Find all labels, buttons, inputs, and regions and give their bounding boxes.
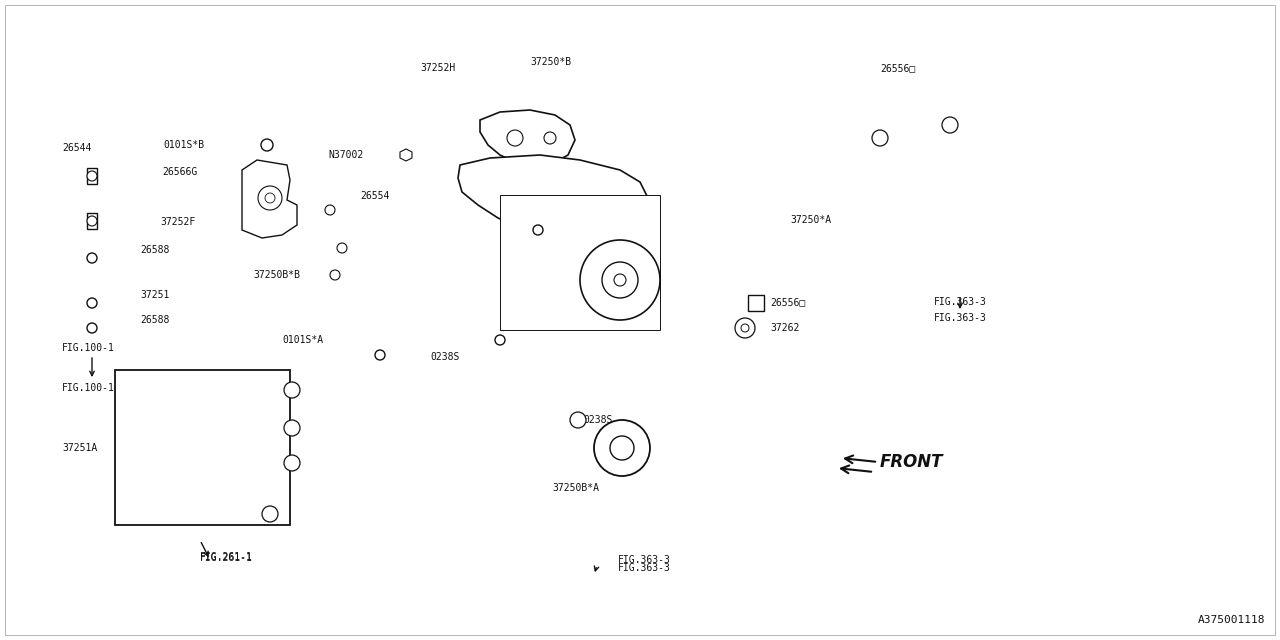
Circle shape	[872, 130, 888, 146]
Circle shape	[580, 240, 660, 320]
Circle shape	[330, 270, 340, 280]
Text: 0238S: 0238S	[538, 225, 567, 235]
Text: 37260: 37260	[620, 445, 649, 455]
Circle shape	[87, 253, 97, 263]
Bar	[87, 213, 97, 229]
Circle shape	[594, 420, 650, 476]
Circle shape	[507, 207, 513, 213]
Text: 0101S*A: 0101S*A	[282, 335, 323, 345]
Text: FIG.261-1: FIG.261-1	[200, 552, 253, 562]
Text: 0101S*B: 0101S*B	[163, 140, 204, 150]
Text: FIG.100-1: FIG.100-1	[61, 383, 115, 393]
Text: 26556□: 26556□	[771, 297, 805, 307]
Text: 0238S: 0238S	[430, 352, 460, 362]
Circle shape	[611, 436, 634, 460]
Text: A375001118: A375001118	[1198, 615, 1265, 625]
Text: 0923S: 0923S	[152, 388, 182, 398]
Circle shape	[284, 420, 300, 436]
Circle shape	[735, 318, 755, 338]
Text: 37250B*A: 37250B*A	[552, 483, 599, 493]
Text: 0104S: 0104S	[561, 315, 589, 325]
Bar	[748, 295, 764, 311]
Text: 37250*B: 37250*B	[530, 57, 571, 67]
Text: FIG.363-3: FIG.363-3	[934, 297, 987, 307]
Text: 0923S: 0923S	[152, 458, 182, 468]
Text: 26556□: 26556□	[881, 63, 915, 73]
Circle shape	[544, 132, 556, 144]
Circle shape	[284, 455, 300, 471]
Text: 37250B*B: 37250B*B	[253, 270, 300, 280]
Circle shape	[87, 216, 97, 226]
Text: 26588: 26588	[140, 315, 169, 325]
Text: 37250*A: 37250*A	[790, 215, 831, 225]
Circle shape	[262, 506, 278, 522]
Text: FIG.363-3: FIG.363-3	[618, 563, 671, 573]
Circle shape	[500, 203, 515, 217]
Text: 37251A: 37251A	[61, 443, 97, 453]
Text: 0923S: 0923S	[152, 509, 182, 519]
Circle shape	[375, 350, 385, 360]
Circle shape	[942, 117, 957, 133]
Polygon shape	[242, 160, 297, 238]
Text: FIG.100-1: FIG.100-1	[61, 343, 115, 353]
Circle shape	[265, 193, 275, 203]
Bar	[87, 168, 97, 184]
Circle shape	[532, 225, 543, 235]
Text: 37262: 37262	[771, 323, 800, 333]
Circle shape	[87, 171, 97, 181]
Circle shape	[261, 139, 273, 151]
Bar	[115, 370, 291, 525]
Text: 37252H: 37252H	[420, 63, 456, 73]
Circle shape	[284, 382, 300, 398]
Text: 0238S: 0238S	[582, 415, 612, 425]
Text: 0923S: 0923S	[152, 423, 182, 433]
Text: 37251: 37251	[140, 290, 169, 300]
Circle shape	[507, 130, 524, 146]
Circle shape	[571, 231, 585, 245]
Text: 26588: 26588	[140, 245, 169, 255]
Text: FIG.363-3: FIG.363-3	[934, 313, 987, 323]
Circle shape	[614, 274, 626, 286]
Polygon shape	[458, 155, 648, 242]
Text: 26566G: 26566G	[163, 167, 197, 177]
Circle shape	[325, 205, 335, 215]
Circle shape	[539, 222, 550, 234]
Circle shape	[602, 262, 637, 298]
Circle shape	[602, 232, 614, 244]
Circle shape	[87, 298, 97, 308]
Text: FIG.363-3: FIG.363-3	[618, 555, 671, 565]
Circle shape	[87, 323, 97, 333]
Bar	[500, 195, 660, 330]
Text: FRONT: FRONT	[881, 453, 943, 471]
Text: 37252F: 37252F	[160, 217, 196, 227]
Circle shape	[337, 243, 347, 253]
Text: 26554: 26554	[360, 191, 389, 201]
Circle shape	[259, 186, 282, 210]
Text: N37002: N37002	[328, 150, 364, 160]
Text: 26544: 26544	[61, 143, 91, 153]
Circle shape	[575, 235, 581, 241]
Polygon shape	[399, 149, 412, 161]
Circle shape	[741, 324, 749, 332]
Circle shape	[570, 412, 586, 428]
Polygon shape	[480, 110, 575, 165]
Circle shape	[495, 335, 506, 345]
Text: FIG.261-1: FIG.261-1	[200, 553, 253, 563]
